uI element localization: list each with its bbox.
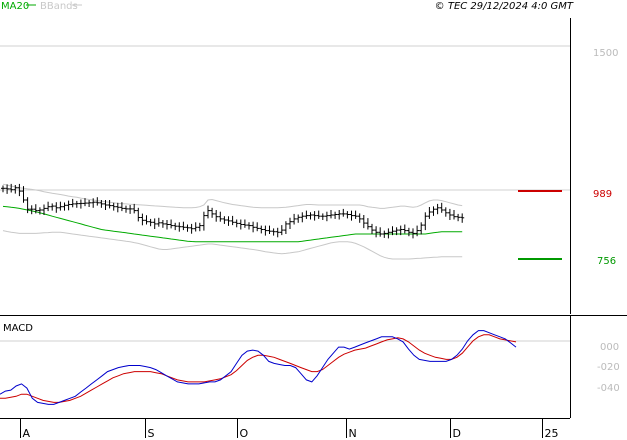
legend-ma20: MA20 [1, 1, 29, 12]
macd-line [0, 330, 517, 405]
price-tick-1500: 1500 [593, 48, 618, 59]
price-panel: 1500 989 756 [0, 18, 618, 314]
macd-signal-line [0, 334, 517, 403]
macd-tick-0: 000 [600, 342, 619, 353]
x-tick-label: A [23, 427, 31, 440]
x-tick-label: D [453, 427, 461, 440]
x-tick-label: O [240, 427, 249, 440]
macd-lines [0, 330, 517, 405]
bollinger-bands [2, 183, 463, 260]
x-ticks: A S O N D 25 [20, 419, 559, 440]
macd-title: MACD [3, 323, 33, 334]
bband-lower-line [2, 230, 463, 260]
x-tick-label: 25 [545, 427, 559, 440]
macd-tick-neg40: -040 [597, 383, 620, 394]
resistance-label: 989 [593, 189, 612, 200]
x-tick-label: N [349, 427, 357, 440]
macd-panel: MACD 000 -020 -040 [0, 316, 620, 418]
bband-upper-line [2, 183, 463, 209]
ma20-polyline [2, 205, 463, 243]
macd-tick-neg20: -020 [597, 362, 620, 373]
ma20-line [2, 205, 463, 243]
legend-bbands: BBands [40, 1, 78, 12]
x-axis: A S O N D 25 [0, 418, 570, 440]
support-label: 756 [597, 256, 616, 267]
price-bars [1, 183, 465, 239]
copyright-stamp: © TEC 29/12/2024 4:0 GMT [435, 1, 574, 12]
legend: MA20 BBands [1, 1, 82, 12]
x-tick-label: S [148, 427, 155, 440]
